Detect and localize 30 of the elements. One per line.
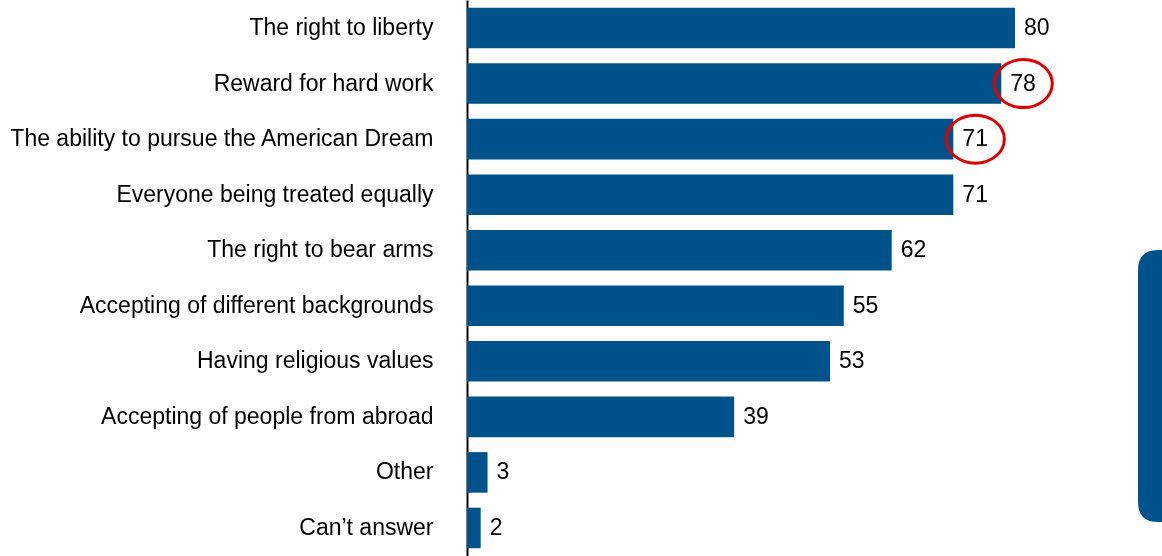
y-tick-label: The right to liberty [249,14,434,41]
data-label: 2 [489,513,503,540]
bar [467,7,1015,49]
bar [467,285,844,327]
data-label: 39 [743,402,769,429]
bar [467,396,735,438]
y-tick-label: The ability to pursue the American Dream [10,125,434,152]
data-label: 53 [839,347,865,374]
bar [467,507,481,549]
data-label: 3 [496,458,510,485]
y-tick-label: Accepting of people from abroad [101,402,434,429]
data-label: 55 [852,291,879,318]
data-label: 78 [1010,69,1036,96]
data-label: 62 [900,236,927,263]
y-tick-label: Other [375,458,434,485]
y-tick-label: Having religious values [196,347,434,374]
bar [467,63,1002,104]
bar [467,452,488,493]
bar [467,118,954,160]
data-label: 71 [962,180,988,207]
y-tick-label: Accepting of different backgrounds [79,291,434,318]
bar [467,174,954,215]
y-tick-label: Everyone being treated equally [116,180,434,207]
bar [467,341,831,382]
y-tick-label: Can’t answer [299,513,434,540]
data-label: 71 [962,125,988,152]
y-tick-label: The right to bear arms [207,236,434,263]
bar [467,229,892,271]
data-label: 80 [1024,14,1050,41]
y-tick-label: Reward for hard work [213,69,434,96]
